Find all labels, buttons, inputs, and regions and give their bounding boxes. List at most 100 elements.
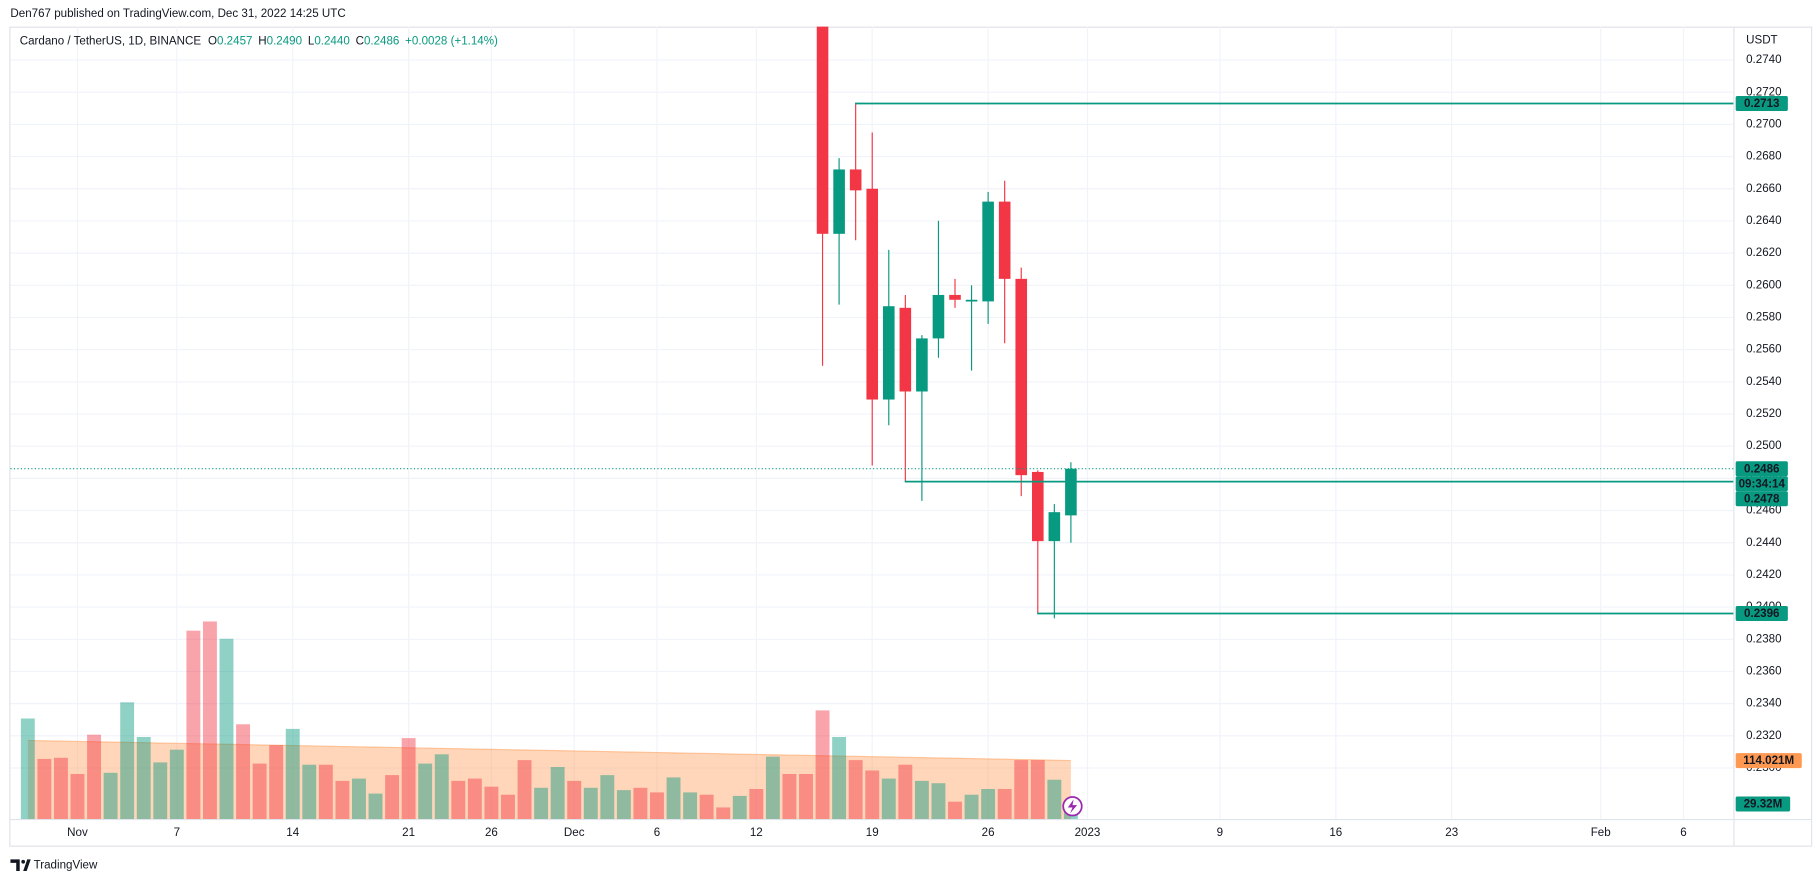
axes: 0.2740 0.2720 0.2700 0.2680 0.2660 0.2640 0.26… xyxy=(67,54,1802,839)
x-tick-label: 2023 xyxy=(1075,827,1101,839)
volume-bar xyxy=(898,764,913,820)
level-label: 0.2478 xyxy=(1744,493,1780,505)
level-label: 0.2396 xyxy=(1744,608,1780,620)
volume-bar xyxy=(1030,760,1045,820)
candle-body xyxy=(1015,278,1028,476)
legend-key: L xyxy=(308,36,315,48)
volume-bar xyxy=(103,772,118,820)
candle-body xyxy=(916,338,928,392)
x-tick-label: 16 xyxy=(1329,827,1342,839)
candle-body xyxy=(982,201,994,302)
volume-bar xyxy=(302,764,317,820)
volume-bar xyxy=(683,792,698,820)
volume-bar xyxy=(385,775,400,820)
y-tick-label: 0.2740 xyxy=(1746,54,1781,66)
y-tick-label: 0.2460 xyxy=(1746,505,1781,517)
volume-label-box xyxy=(1735,796,1791,812)
legend-key: O xyxy=(208,36,217,48)
y-tick-label: 0.2500 xyxy=(1746,440,1781,452)
legend-value: 0.2490 xyxy=(267,36,302,48)
volume-ma-fill xyxy=(27,740,1071,820)
candle-body xyxy=(849,169,862,191)
level-label-box xyxy=(1735,491,1788,507)
volume-bar xyxy=(1047,779,1062,820)
legend-change: +0.0028 (+1.14%) xyxy=(405,36,498,48)
candle-body xyxy=(833,169,845,234)
volume-bar xyxy=(633,787,648,820)
volume-bar xyxy=(749,788,764,820)
y-tick-label: 0.2440 xyxy=(1746,537,1781,549)
volume-bar xyxy=(948,801,962,820)
volume-bar xyxy=(418,763,433,820)
volume-bar xyxy=(931,783,946,820)
volume-bar xyxy=(583,787,598,820)
volume-bar xyxy=(997,788,1012,820)
volume-bar xyxy=(981,788,996,820)
brand-name: TradingView xyxy=(34,859,98,871)
candle-body xyxy=(1048,512,1061,542)
y-tick-label: 0.2520 xyxy=(1746,408,1781,420)
symbol: Cardano / TetherUS, 1D, BINANCE xyxy=(20,36,202,48)
volume-bar xyxy=(1014,760,1029,820)
volume-bar xyxy=(335,780,350,820)
candles xyxy=(816,26,1077,619)
volume-bar xyxy=(120,702,135,820)
volume-bar xyxy=(87,734,102,820)
level-label-box xyxy=(1735,606,1788,622)
legend-value: 0.2486 xyxy=(364,36,399,48)
candle-body xyxy=(932,294,945,339)
candle-body xyxy=(899,307,912,392)
volume-label: 29.32M xyxy=(1744,799,1783,811)
volume-bar xyxy=(269,745,284,820)
volume-bar xyxy=(550,767,565,820)
y-tick-label: 0.2600 xyxy=(1746,279,1781,291)
last-price-label: 0.2486 xyxy=(1744,463,1780,475)
level-label: 0.2713 xyxy=(1744,98,1780,110)
volume-bar xyxy=(765,756,780,820)
volume-bar xyxy=(782,773,797,820)
candle-body xyxy=(1031,471,1044,542)
volume-bar xyxy=(699,794,714,820)
candle-body xyxy=(816,26,829,234)
volume-bar xyxy=(236,724,251,820)
x-tick-label: 26 xyxy=(982,827,995,839)
y-tick-label: 0.2560 xyxy=(1746,344,1781,356)
volume-bar xyxy=(451,780,466,820)
candle-body xyxy=(866,188,879,400)
volume-bar xyxy=(517,760,532,820)
volume-bar xyxy=(202,621,217,820)
volume-bar xyxy=(37,758,52,820)
volume-bar xyxy=(832,736,847,820)
volume-bar xyxy=(881,778,896,820)
candle-body xyxy=(965,299,978,302)
x-tick-label: 26 xyxy=(485,827,498,839)
y-tick-label: 0.2660 xyxy=(1746,183,1781,195)
y-tick-label: 0.2340 xyxy=(1746,698,1781,710)
volume-ma-label-box xyxy=(1735,753,1802,769)
currency-label: USDT xyxy=(1746,35,1778,47)
x-tick-label: 6 xyxy=(1680,827,1686,839)
y-tick-label: 0.2680 xyxy=(1746,151,1781,163)
legend-key: H xyxy=(258,36,266,48)
volume-bar xyxy=(285,728,300,820)
level-label-box xyxy=(1735,95,1788,111)
legend-key: C xyxy=(356,36,364,48)
chart-frame xyxy=(9,26,1813,847)
candle-body xyxy=(882,306,895,400)
volume-bar xyxy=(650,792,664,820)
volume-bar xyxy=(20,718,35,820)
volume-ma-label: 114.021M xyxy=(1743,755,1794,767)
alert-icon xyxy=(1062,796,1083,817)
volume-bar xyxy=(815,710,830,820)
volume-bar xyxy=(501,794,515,820)
volume-bar xyxy=(70,773,85,820)
x-tick-label: Feb xyxy=(1591,827,1611,839)
levels xyxy=(10,102,1734,615)
y-tick-label: 0.2580 xyxy=(1746,312,1781,324)
volume-bar xyxy=(799,773,813,820)
volume-bar xyxy=(616,790,631,820)
brand-logo xyxy=(10,859,31,871)
volume-ma-line xyxy=(27,739,1071,762)
countdown-label: 09:34:14 xyxy=(1739,478,1786,490)
